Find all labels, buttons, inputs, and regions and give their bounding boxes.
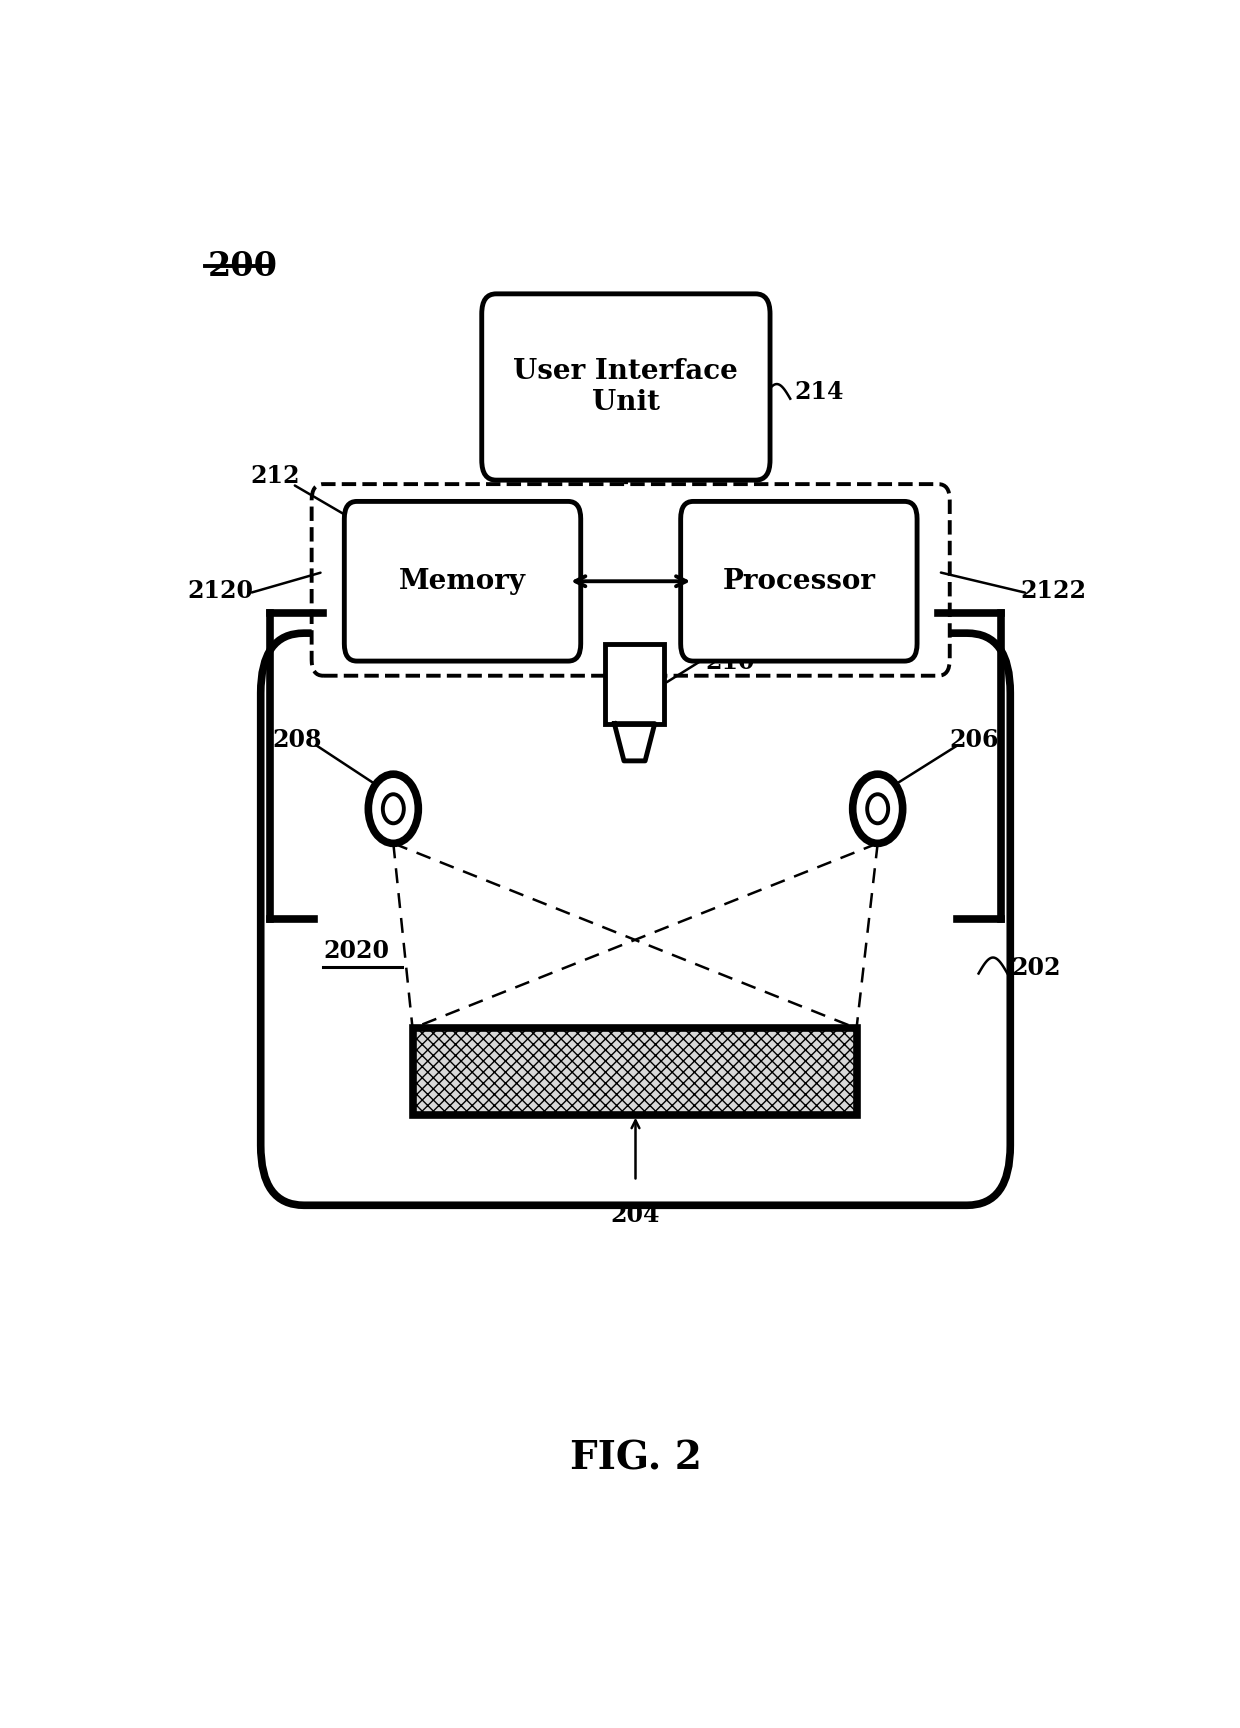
Text: 210: 210 — [706, 650, 755, 674]
FancyBboxPatch shape — [345, 501, 580, 662]
Text: 204: 204 — [611, 1203, 660, 1227]
Text: 202: 202 — [1012, 956, 1060, 980]
Circle shape — [383, 795, 404, 823]
Text: 2120: 2120 — [187, 579, 253, 603]
Text: User Interface
Unit: User Interface Unit — [513, 358, 738, 416]
FancyBboxPatch shape — [260, 632, 1011, 1206]
Text: 200: 200 — [208, 251, 278, 283]
Text: FIG. 2: FIG. 2 — [569, 1439, 702, 1477]
Circle shape — [853, 774, 903, 843]
Bar — [605, 645, 665, 724]
Text: Processor: Processor — [723, 569, 875, 594]
Polygon shape — [614, 724, 655, 760]
Text: 2020: 2020 — [324, 938, 389, 962]
FancyBboxPatch shape — [481, 294, 770, 480]
Bar — [413, 1028, 857, 1115]
Circle shape — [867, 795, 888, 823]
Text: Memory: Memory — [399, 569, 526, 594]
FancyBboxPatch shape — [681, 501, 918, 662]
Text: 212: 212 — [250, 465, 300, 487]
Circle shape — [368, 774, 418, 843]
Text: 206: 206 — [949, 727, 998, 752]
Text: 214: 214 — [794, 380, 843, 404]
Text: 2122: 2122 — [1021, 579, 1086, 603]
Text: 208: 208 — [273, 727, 322, 752]
FancyBboxPatch shape — [311, 484, 950, 676]
